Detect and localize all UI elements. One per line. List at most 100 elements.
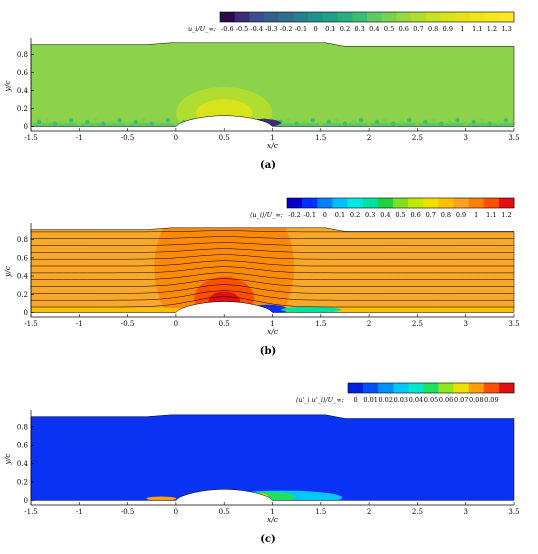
turbulent-eddy: [173, 121, 179, 127]
colorbar-tick-label: -0.1: [295, 25, 308, 33]
colorbar-tick-label: 0.6: [399, 25, 409, 33]
turbulent-eddy: [61, 119, 66, 125]
y-tick-label: 0.2: [17, 105, 28, 113]
turbulent-eddy: [439, 121, 444, 127]
colorbar-swatch: [322, 12, 338, 22]
turbulent-eddy: [133, 119, 138, 125]
colorbar-swatch: [308, 12, 324, 22]
colorbar-swatch: [337, 12, 353, 22]
x-tick-label: -0.5: [121, 320, 135, 328]
colorbar-tick-label: 0: [353, 396, 357, 404]
field-background: [31, 414, 514, 501]
chart-panel-3: 0 0.01 0.02 0.03 0.04 0.05 0.06 0.07 0.08 0.09 ⟨u'…: [3, 382, 520, 545]
colorbar-tick-label: 0.9: [443, 25, 453, 33]
colorbar-swatch: [498, 383, 515, 393]
y-tick-label: 0: [24, 497, 28, 505]
streamline: [31, 272, 514, 280]
y-tick-label: 0.6: [17, 442, 29, 450]
colorbar-title: ⟨u'_i u'_i⟩/U_∞:: [296, 396, 344, 404]
y-axis-label: y/c: [3, 265, 12, 278]
streamline: [31, 266, 514, 274]
separation-region: [244, 118, 281, 127]
turbulent-eddy: [101, 121, 106, 127]
turbulent-eddy: [471, 119, 476, 125]
streamline: [31, 260, 514, 267]
x-tick-label: 1.5: [315, 508, 326, 516]
colorbar-tick-label: 0.8: [441, 211, 451, 219]
colorbar-swatch: [453, 383, 470, 393]
turbulent-eddy: [302, 119, 307, 125]
colorbar-swatch: [468, 383, 485, 393]
x-tick-label: 0: [174, 320, 178, 328]
colorbar-swatch: [483, 383, 500, 393]
colorbar-tick-label: 0.3: [365, 211, 375, 219]
x-tick-label: 0: [174, 134, 178, 142]
streamline: [31, 230, 514, 233]
x-tick-label: 1: [270, 134, 274, 142]
colorbar-swatch: [469, 12, 485, 22]
x-tick-label: 0.5: [219, 320, 230, 328]
y-tick-label: 0.8: [17, 423, 28, 431]
colorbar-swatch: [438, 383, 455, 393]
turbulent-eddy: [205, 119, 211, 125]
x-tick-label: 1: [270, 320, 274, 328]
turbulent-eddy: [93, 118, 98, 123]
colorbar-tick-label: 0.05: [424, 396, 438, 404]
x-tick-label: 2.5: [412, 320, 423, 328]
y-tick-label: 0: [24, 123, 28, 131]
colorbar-tick-label: 0.2: [340, 25, 350, 33]
colorbar-swatch: [367, 12, 383, 22]
streamline: [31, 290, 514, 301]
x-tick-label: 2.5: [412, 134, 423, 142]
turbulent-eddy: [350, 119, 356, 125]
chart-panel-1: -0.6 -0.5 -0.4 -0.3 -0.2 -0.1 0 0.1 0.2 0.3 0.4 0.5…: [3, 11, 520, 171]
turbulent-eddy: [222, 121, 227, 127]
colorbar-swatch: [408, 198, 424, 208]
colorbar-swatch: [423, 198, 439, 208]
streamline: [31, 278, 514, 287]
x-tick-label: -1.5: [24, 134, 38, 142]
turbulent-eddy: [109, 119, 114, 125]
colorbar-swatch: [484, 12, 500, 22]
colorbar-swatch: [483, 198, 500, 208]
turbulent-eddy: [423, 119, 428, 125]
turbulent-eddy: [52, 121, 58, 127]
colorbar-swatch: [287, 198, 303, 208]
streamline: [31, 242, 514, 246]
turbulent-eddy: [77, 121, 82, 127]
chart-panel-2: -0.2 -0.1 0 0.1 0.2 0.3 0.4 0.5 0.6 0.7 0.8 0.9 1 1.1…: [3, 197, 520, 357]
colorbar-swatch: [396, 12, 412, 22]
streamline: [31, 248, 514, 253]
turbulent-eddy: [326, 119, 332, 125]
turbulent-eddy: [36, 119, 42, 125]
colorbar-swatch: [332, 198, 348, 208]
turbulent-eddy: [310, 118, 315, 123]
streamline: [31, 296, 514, 308]
colorbar-swatch: [411, 12, 427, 22]
colorbar-swatch: [348, 383, 364, 393]
colorbar-tick-label: 1: [460, 25, 464, 33]
colorbar-swatch: [363, 383, 379, 393]
colorbar-tick-label: 0.03: [394, 396, 408, 404]
x-tick-label: 1: [270, 508, 274, 516]
colorbar-swatch: [278, 12, 294, 22]
colorbar-tick-label: 1: [474, 211, 478, 219]
field-contours: [31, 42, 514, 127]
colorbar-tick-label: 0.1: [335, 211, 345, 219]
colorbar-tick-label: -0.6: [221, 25, 234, 33]
x-axis-label: x/c: [267, 327, 279, 336]
colorbar-swatch: [423, 383, 439, 393]
colorbar-frame: [286, 197, 515, 209]
x-tick-label: -0.5: [121, 134, 135, 142]
turbulent-eddy: [366, 121, 372, 127]
colorbar-swatch: [347, 198, 364, 208]
y-tick-label: 0.4: [17, 460, 29, 468]
turbulent-eddy: [479, 118, 484, 123]
x-tick-label: 2: [367, 508, 371, 516]
turbulent-eddy: [455, 118, 460, 123]
y-tick-label: 0.6: [17, 254, 29, 262]
colorbar-swatch: [302, 198, 318, 208]
colorbar-tick-label: 0.08: [469, 396, 483, 404]
turbulent-eddy: [318, 121, 323, 127]
